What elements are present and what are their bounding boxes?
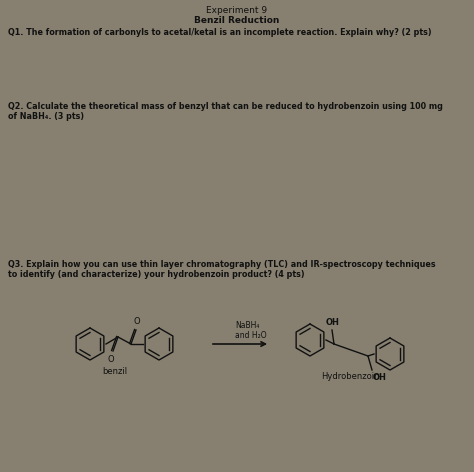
Text: O: O — [108, 355, 114, 364]
Text: Hydrobenzoin: Hydrobenzoin — [321, 372, 379, 381]
Text: Experiment 9: Experiment 9 — [207, 6, 267, 15]
Text: O: O — [134, 317, 140, 326]
Text: Q3. Explain how you can use thin layer chromatography (TLC) and IR-spectroscopy : Q3. Explain how you can use thin layer c… — [8, 260, 436, 269]
Text: of NaBH₄. (3 pts): of NaBH₄. (3 pts) — [8, 112, 84, 121]
Text: to identify (and characterize) your hydrobenzoin product? (4 pts): to identify (and characterize) your hydr… — [8, 270, 305, 279]
Text: Q1. The formation of carbonyls to acetal/ketal is an incomplete reaction. Explai: Q1. The formation of carbonyls to acetal… — [8, 28, 432, 37]
Text: Q2. Calculate the theoretical mass of benzyl that can be reduced to hydrobenzoin: Q2. Calculate the theoretical mass of be… — [8, 102, 443, 111]
Text: OH: OH — [326, 318, 340, 327]
Text: and H₂O: and H₂O — [235, 331, 266, 340]
Polygon shape — [376, 338, 404, 370]
Text: OH: OH — [373, 373, 387, 382]
Text: NaBH₄: NaBH₄ — [235, 321, 259, 330]
Polygon shape — [296, 324, 324, 356]
Text: Benzil Reduction: Benzil Reduction — [194, 16, 280, 25]
Text: benzil: benzil — [102, 367, 127, 376]
Polygon shape — [145, 328, 173, 360]
Polygon shape — [76, 328, 104, 360]
